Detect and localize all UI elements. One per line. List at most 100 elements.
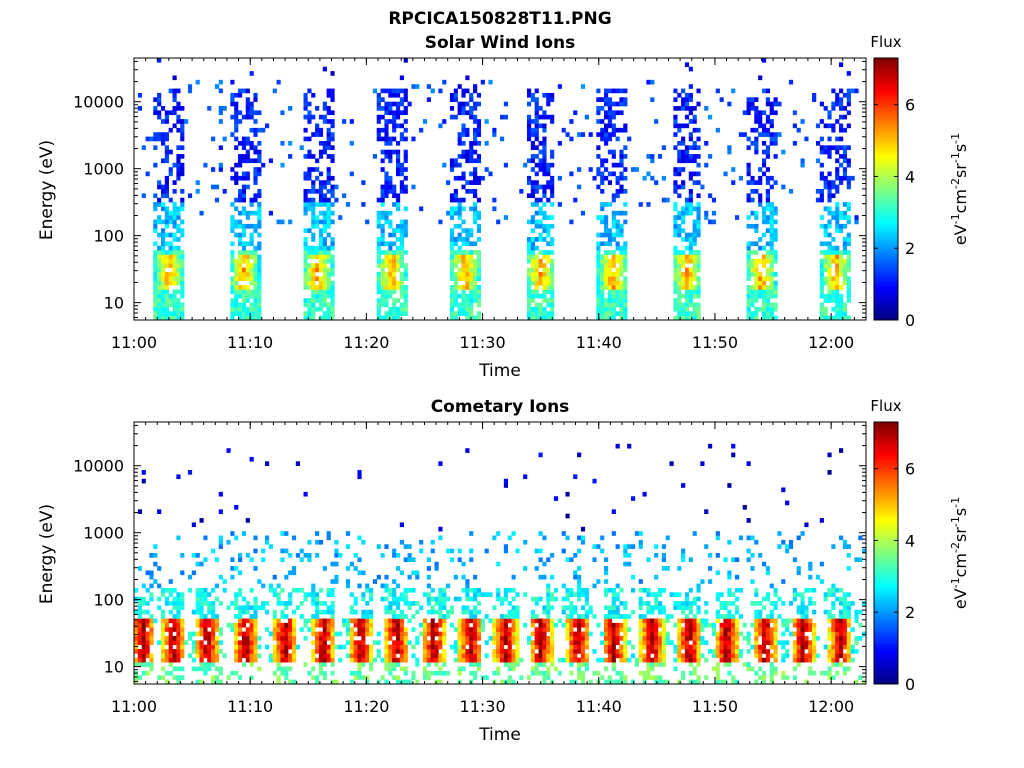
colorbar-segment bbox=[874, 237, 898, 240]
heatmap-cell bbox=[604, 114, 609, 120]
heatmap-cell bbox=[839, 162, 844, 168]
heatmap-cell bbox=[465, 276, 470, 281]
heatmap-cell bbox=[234, 145, 239, 150]
heatmap-cell bbox=[750, 315, 755, 321]
heatmap-cell bbox=[623, 679, 628, 685]
heatmap-cell bbox=[399, 250, 404, 255]
heatmap-cell bbox=[546, 289, 551, 295]
heatmap-cell bbox=[823, 228, 828, 233]
heatmap-cell bbox=[661, 631, 666, 637]
heatmap-cell bbox=[203, 653, 208, 659]
heatmap-cell bbox=[234, 311, 239, 316]
heatmap-cell bbox=[611, 210, 616, 216]
heatmap-cell bbox=[611, 592, 616, 597]
colorbar-title: Flux bbox=[870, 33, 901, 51]
heatmap-cell bbox=[476, 649, 482, 654]
heatmap-cell bbox=[819, 280, 824, 286]
heatmap-cell bbox=[526, 302, 532, 308]
heatmap-cell bbox=[600, 232, 605, 238]
heatmap-cell bbox=[395, 88, 401, 94]
heatmap-cell bbox=[546, 657, 551, 663]
heatmap-cell bbox=[526, 92, 532, 98]
heatmap-cell bbox=[318, 241, 324, 247]
heatmap-cell bbox=[657, 601, 663, 606]
heatmap-cell bbox=[322, 254, 327, 260]
heatmap-cell bbox=[469, 145, 474, 150]
heatmap-cell bbox=[249, 276, 254, 281]
heatmap-cell bbox=[349, 171, 354, 177]
heatmap-cell bbox=[619, 601, 624, 606]
colorbar-segment bbox=[874, 175, 898, 179]
heatmap-cell bbox=[384, 587, 389, 593]
heatmap-cell bbox=[160, 140, 166, 146]
heatmap-cell bbox=[827, 298, 832, 303]
heatmap-cell bbox=[307, 228, 312, 233]
heatmap-cell bbox=[307, 136, 312, 142]
heatmap-cell bbox=[507, 535, 512, 541]
heatmap-cell bbox=[376, 311, 381, 316]
heatmap-cell bbox=[153, 145, 158, 150]
heatmap-cell bbox=[365, 631, 370, 637]
heatmap-cell bbox=[673, 245, 678, 251]
heatmap-cell bbox=[615, 289, 620, 295]
heatmap-cell bbox=[696, 306, 701, 312]
heatmap-cell bbox=[600, 215, 605, 220]
heatmap-cell bbox=[315, 202, 320, 207]
heatmap-cell bbox=[839, 271, 844, 277]
heatmap-cell bbox=[176, 167, 181, 172]
heatmap-cell bbox=[561, 609, 566, 615]
heatmap-cell bbox=[234, 232, 239, 238]
heatmap-cell bbox=[438, 605, 443, 611]
heatmap-cell bbox=[657, 154, 663, 159]
heatmap-cell bbox=[742, 110, 747, 116]
heatmap-cell bbox=[839, 293, 844, 299]
heatmap-cell bbox=[623, 631, 628, 637]
heatmap-cell bbox=[684, 254, 690, 260]
heatmap-cell bbox=[160, 119, 166, 124]
heatmap-cell bbox=[769, 219, 774, 225]
heatmap-cell bbox=[449, 237, 455, 242]
heatmap-cell bbox=[623, 605, 628, 611]
heatmap-cell bbox=[750, 298, 755, 303]
heatmap-cell bbox=[388, 119, 393, 124]
heatmap-cell bbox=[376, 106, 381, 111]
heatmap-cell bbox=[207, 640, 212, 645]
heatmap-cell bbox=[280, 666, 285, 672]
heatmap-cell bbox=[704, 140, 709, 146]
heatmap-cell bbox=[750, 289, 755, 295]
heatmap-cell bbox=[484, 592, 489, 597]
heatmap-cell bbox=[238, 189, 243, 194]
heatmap-cell bbox=[469, 548, 474, 554]
heatmap-cell bbox=[395, 206, 401, 212]
heatmap-cell bbox=[264, 535, 270, 541]
heatmap-cell bbox=[318, 154, 324, 159]
heatmap-cell bbox=[465, 180, 470, 185]
heatmap-cell bbox=[168, 254, 173, 260]
heatmap-cell bbox=[684, 311, 690, 316]
heatmap-cell bbox=[403, 154, 408, 159]
heatmap-cell bbox=[457, 175, 462, 181]
heatmap-cell bbox=[399, 539, 404, 545]
heatmap-cell bbox=[473, 171, 478, 177]
heatmap-cell bbox=[164, 306, 169, 312]
heatmap-cell bbox=[407, 557, 412, 563]
heatmap-cell bbox=[538, 631, 543, 637]
heatmap-cell bbox=[157, 132, 162, 137]
heatmap-cell bbox=[461, 149, 466, 155]
heatmap-cell bbox=[149, 657, 154, 663]
heatmap-cell bbox=[496, 596, 501, 602]
heatmap-cell bbox=[538, 271, 543, 277]
heatmap-cell bbox=[241, 271, 247, 277]
heatmap-cell bbox=[530, 666, 535, 672]
heatmap-cell bbox=[781, 184, 786, 190]
heatmap-cell bbox=[677, 631, 682, 637]
heatmap-cell bbox=[380, 298, 385, 303]
heatmap-cell bbox=[357, 662, 362, 667]
heatmap-cell bbox=[507, 618, 512, 624]
heatmap-cell bbox=[646, 644, 651, 650]
heatmap-cell bbox=[392, 587, 397, 593]
heatmap-cell bbox=[684, 635, 690, 641]
heatmap-cell bbox=[607, 101, 613, 107]
heatmap-cell bbox=[604, 97, 609, 102]
heatmap-cell bbox=[542, 609, 547, 615]
